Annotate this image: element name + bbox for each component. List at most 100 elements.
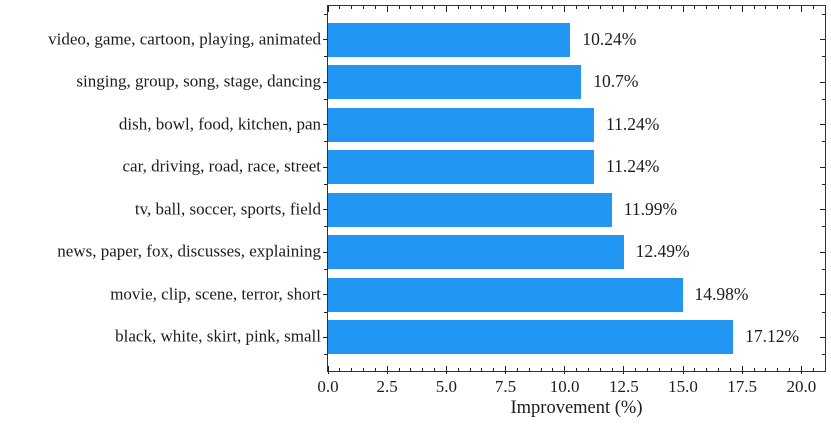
y-tick-label: car, driving, road, race, street xyxy=(122,156,322,176)
axis-tick xyxy=(457,6,459,9)
x-tick-label: 2.5 xyxy=(376,377,398,396)
axis-tick xyxy=(324,311,327,313)
axis-tick xyxy=(819,336,825,338)
axis-tick xyxy=(422,368,424,371)
axis-tick xyxy=(576,6,577,9)
axis-tick xyxy=(540,6,542,9)
y-tick-label: tv, ball, soccer, sports, field xyxy=(134,199,321,219)
axis-tick xyxy=(611,6,613,9)
bar xyxy=(328,150,594,185)
axis-tick xyxy=(599,368,601,371)
axis-tick xyxy=(635,6,637,9)
x-tick-label: 10.0 xyxy=(549,377,580,396)
axis-tick xyxy=(822,13,825,15)
bar-value-label: 10.24% xyxy=(582,28,637,49)
axis-tick xyxy=(323,81,328,83)
axis-tick xyxy=(363,368,364,371)
axis-tick xyxy=(789,368,790,371)
axis-tick xyxy=(718,368,719,371)
x-tick-label: 7.5 xyxy=(494,377,517,396)
axis-tick xyxy=(682,365,684,374)
axis-tick xyxy=(777,6,779,9)
axis-tick xyxy=(445,6,447,12)
x-axis-title: Improvement (%) xyxy=(510,398,643,418)
axis-tick xyxy=(587,6,589,9)
axis-tick xyxy=(363,6,364,9)
axis-tick xyxy=(410,368,412,371)
axis-tick xyxy=(822,183,825,185)
axis-tick xyxy=(753,368,755,371)
axis-tick xyxy=(822,226,825,228)
axis-tick xyxy=(516,6,518,9)
axis-tick xyxy=(623,365,625,374)
bar-value-label: 12.49% xyxy=(635,241,690,262)
axis-tick xyxy=(434,368,435,371)
axis-tick xyxy=(528,6,530,9)
axis-tick xyxy=(528,368,530,371)
bar-value-label: 11.99% xyxy=(623,198,678,219)
bar-value-label: 17.12% xyxy=(745,326,800,347)
axis-tick xyxy=(694,6,696,9)
axis-tick xyxy=(753,6,755,9)
axis-tick xyxy=(819,81,825,83)
axis-tick xyxy=(812,368,814,371)
axis-tick xyxy=(819,166,825,168)
bar-value-label: 11.24% xyxy=(606,156,660,177)
axis-tick xyxy=(324,13,327,15)
axis-tick xyxy=(323,39,328,41)
x-tick-label: 20.0 xyxy=(786,377,817,396)
axis-tick xyxy=(822,98,825,100)
axis-tick xyxy=(374,6,376,9)
axis-tick xyxy=(729,6,731,9)
y-tick-label: black, white, skirt, pink, small xyxy=(115,326,321,346)
axis-tick xyxy=(540,368,542,371)
axis-tick xyxy=(777,368,779,371)
bar xyxy=(328,192,612,227)
axis-tick xyxy=(410,6,412,9)
x-tick-label: 12.5 xyxy=(608,377,639,396)
axis-tick xyxy=(789,6,790,9)
bar-value-label: 10.7% xyxy=(593,71,639,92)
axis-tick xyxy=(822,141,825,143)
y-tick-label: video, game, cartoon, playing, animated xyxy=(48,29,321,49)
axis-tick xyxy=(647,368,648,371)
axis-tick xyxy=(623,6,625,12)
axis-tick xyxy=(682,6,684,12)
axis-tick xyxy=(800,365,802,374)
axis-tick xyxy=(765,6,767,9)
axis-tick xyxy=(706,368,708,371)
axis-tick xyxy=(516,368,518,371)
axis-tick xyxy=(552,6,554,9)
axis-tick xyxy=(819,294,825,296)
axis-tick xyxy=(323,336,328,338)
axis-tick xyxy=(445,365,447,374)
bar xyxy=(328,22,571,57)
axis-tick xyxy=(351,368,353,371)
axis-tick xyxy=(564,365,566,374)
axis-tick xyxy=(324,269,327,271)
axis-tick xyxy=(822,269,825,271)
axis-tick xyxy=(599,6,601,9)
x-tick-label: 15.0 xyxy=(668,377,698,396)
axis-tick xyxy=(351,6,353,9)
axis-tick xyxy=(323,294,328,296)
axis-tick xyxy=(576,368,577,371)
y-tick-label: news, paper, fox, discusses, explaining xyxy=(57,241,321,261)
axis-tick xyxy=(819,39,825,41)
axis-tick xyxy=(729,368,731,371)
axis-tick xyxy=(481,368,483,371)
axis-tick xyxy=(822,311,825,313)
axis-tick xyxy=(552,368,554,371)
axis-tick xyxy=(670,368,672,371)
axis-tick xyxy=(611,368,613,371)
axis-tick xyxy=(323,209,328,211)
bar xyxy=(328,65,582,100)
axis-tick xyxy=(706,6,708,9)
axis-tick xyxy=(819,209,825,211)
y-tick-label: singing, group, song, stage, dancing xyxy=(76,71,321,91)
axis-tick xyxy=(398,368,400,371)
axis-tick xyxy=(819,124,825,126)
axis-tick xyxy=(800,6,802,12)
x-tick-label: 5.0 xyxy=(435,377,457,396)
